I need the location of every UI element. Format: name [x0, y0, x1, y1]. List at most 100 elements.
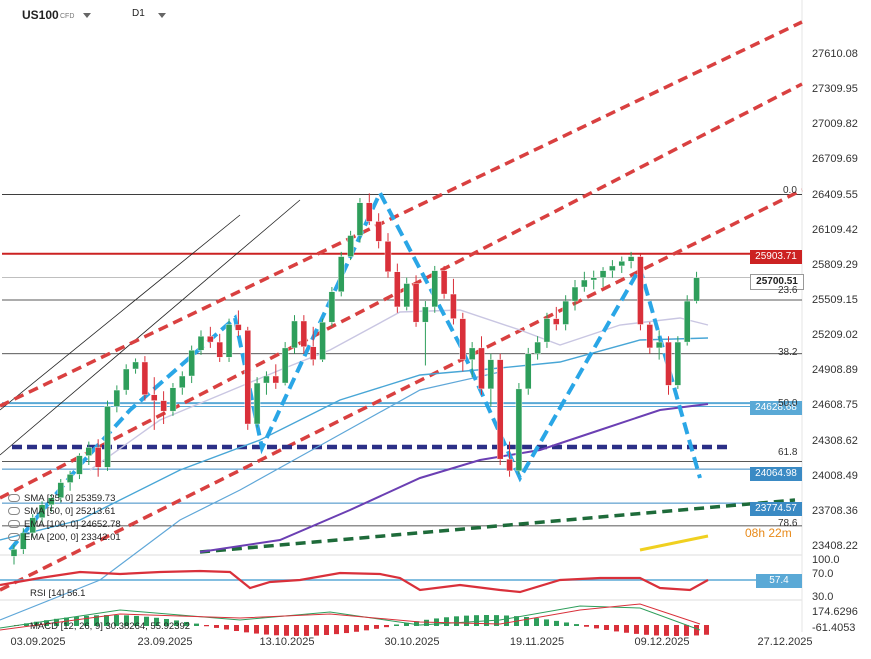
symbol-dropdown-icon[interactable] — [83, 13, 91, 18]
candle — [281, 347, 289, 384]
macd-bar — [694, 625, 699, 636]
macd-bar — [404, 622, 409, 626]
macd-bar — [264, 625, 269, 635]
macd-bar — [684, 625, 689, 636]
date-tick: 09.12.2025 — [634, 636, 690, 648]
date-tick: 13.10.2025 — [259, 636, 315, 648]
date-tick: 03.09.2025 — [10, 636, 66, 648]
date-tick: 19.11.2025 — [509, 636, 565, 648]
candle — [122, 368, 130, 391]
macd-bar — [244, 625, 249, 633]
candle — [590, 277, 597, 281]
candle — [38, 504, 46, 518]
trend-line — [0, 199, 301, 456]
indicator-legend: SMA [25, 0] 25359.73 SMA [50, 0] 25213.61… — [8, 493, 121, 545]
macd-bar — [184, 621, 189, 626]
fib-label: 38.2 — [778, 347, 798, 358]
macd-bar — [354, 625, 359, 632]
candle — [76, 455, 83, 475]
timeframe-selector[interactable]: D1 — [132, 8, 145, 19]
price-tick: 24008.49 — [812, 469, 858, 482]
candle — [347, 235, 354, 257]
instrument-type: CFD — [60, 13, 75, 20]
legend-value: 24652.78 — [81, 519, 121, 530]
timeframe-dropdown-icon[interactable] — [158, 13, 166, 18]
price-tick: 25209.02 — [812, 329, 858, 342]
macd-bar — [94, 615, 99, 626]
candle — [235, 324, 242, 331]
legend-label: EMA [100, 0] — [24, 519, 82, 530]
macd-bar — [584, 625, 589, 627]
candle — [534, 341, 541, 354]
candle — [543, 318, 551, 343]
candle — [225, 324, 233, 358]
candle — [216, 341, 223, 358]
macd-bar — [204, 625, 209, 627]
ema-200-line — [199, 403, 709, 553]
legend-row[interactable]: EMA [200, 0] 23342.01 — [8, 532, 121, 545]
candle — [169, 387, 177, 412]
legend-row[interactable]: SMA [25, 0] 25359.73 — [8, 493, 121, 506]
candle — [310, 346, 317, 360]
macd-bar — [44, 620, 49, 626]
candle — [637, 256, 644, 325]
candle — [412, 283, 420, 323]
candle — [375, 221, 382, 242]
candle — [693, 277, 700, 302]
candle — [356, 202, 364, 236]
legend-row[interactable]: EMA [100, 0] 24652.78 — [8, 519, 121, 532]
macd-bar — [194, 623, 199, 626]
macd-bar — [544, 619, 549, 626]
macd-bar — [254, 625, 259, 634]
candle — [553, 318, 560, 325]
projection-line — [639, 534, 709, 552]
long-trend-line — [199, 498, 796, 554]
macd-bar — [334, 625, 339, 635]
fib-label: 50.0 — [778, 398, 798, 409]
candle — [132, 361, 139, 370]
macd-bar — [154, 617, 159, 626]
macd-bar — [324, 625, 329, 635]
candle — [160, 400, 167, 412]
candle — [253, 382, 261, 425]
visibility-icon[interactable] — [8, 520, 20, 529]
macd-bar — [104, 615, 109, 626]
candle — [627, 256, 635, 262]
macd-bar — [274, 625, 279, 636]
candle — [571, 286, 579, 302]
rsi-line — [0, 569, 709, 594]
candle — [431, 270, 438, 308]
macd-bar — [24, 623, 29, 626]
candle — [29, 517, 36, 534]
macd-bar — [614, 625, 619, 632]
candle — [468, 347, 476, 360]
price-tick: 27309.95 — [812, 83, 858, 96]
price-tick: 25509.15 — [812, 294, 858, 306]
candle — [179, 375, 186, 388]
macd-bar — [454, 616, 459, 626]
trend-line — [0, 214, 241, 411]
candle — [94, 447, 102, 468]
candle — [618, 261, 625, 267]
candle — [328, 291, 336, 323]
indicator-tick: 70.0 — [812, 568, 834, 580]
visibility-icon[interactable] — [8, 507, 20, 516]
symbol-selector[interactable]: US100 — [22, 8, 59, 22]
price-tick: 24608.75 — [812, 399, 858, 412]
legend-label: EMA [200, 0] — [24, 532, 82, 543]
legend-row[interactable]: SMA [50, 0] 25213.61 — [8, 506, 121, 519]
macd-bar — [464, 615, 469, 626]
fib-label: 0.0 — [783, 185, 797, 196]
macd-bar — [424, 619, 429, 626]
candle — [141, 361, 149, 395]
candle — [48, 497, 55, 506]
candle — [207, 335, 214, 343]
candle — [263, 375, 270, 384]
macd-bar — [574, 624, 579, 626]
macd-bar — [524, 617, 529, 626]
visibility-icon[interactable] — [8, 494, 20, 503]
visibility-icon[interactable] — [8, 533, 20, 542]
fib-label: 23.6 — [778, 285, 798, 296]
legend-label: SMA [50, 0] — [24, 506, 76, 517]
